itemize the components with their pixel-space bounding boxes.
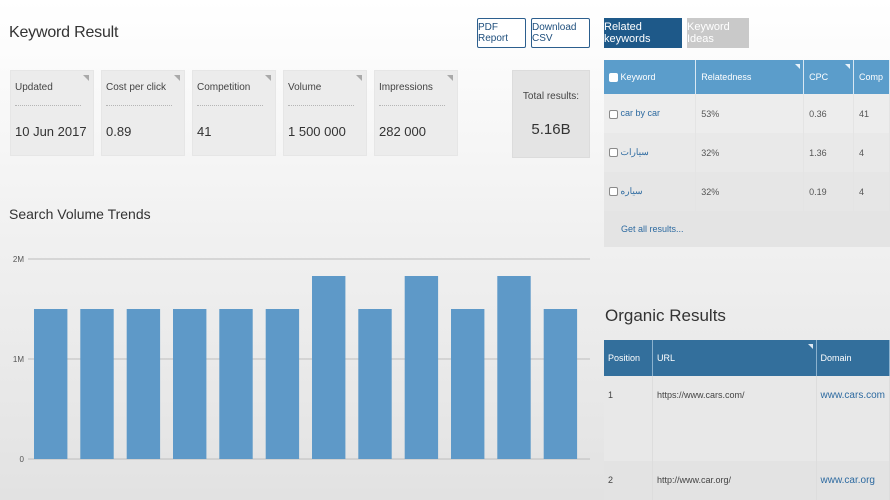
header-label: URL [656, 353, 675, 363]
table-row: سيارات 32% 1.36 4 [604, 133, 890, 172]
metric-value: 10 Jun 2017 [15, 124, 87, 139]
metric-label: Updated [15, 82, 53, 93]
url-cell: http://www.car.org/ [652, 461, 817, 500]
chart-bar[interactable] [219, 309, 253, 459]
comp-cell: 4 [853, 133, 890, 172]
table-row: سياره 32% 0.19 4 [604, 172, 890, 211]
comp-cell: 41 [853, 94, 890, 133]
divider [288, 105, 354, 106]
header-label: CPC [809, 72, 829, 82]
related-keywords-table: Keyword Relatedness CPC Comp car by car … [604, 60, 890, 247]
chart-bar[interactable] [80, 309, 114, 459]
column-header-position[interactable]: Position [604, 340, 653, 376]
cpc-cell: 0.36 [803, 94, 854, 133]
total-results-label: Total results: [522, 91, 580, 102]
header-label: Relatedness [701, 72, 752, 82]
chart-bar[interactable] [265, 309, 300, 459]
chart-title: Search Volume Trends [9, 206, 151, 222]
tab-related-keywords[interactable]: Related keywords [604, 18, 682, 48]
chart-bar[interactable] [358, 309, 392, 459]
chart-bar[interactable] [312, 276, 346, 459]
search-volume-chart: 0 1M 2M [13, 255, 590, 464]
info-corner-icon[interactable] [356, 75, 362, 81]
header-label: Comp [859, 72, 884, 82]
download-csv-button[interactable]: Download CSV [531, 18, 590, 48]
header-label: Domain [820, 353, 852, 363]
row-checkbox[interactable] [609, 148, 618, 158]
info-corner-icon[interactable] [83, 75, 89, 81]
metric-value: 282 000 [379, 124, 426, 139]
column-header-comp[interactable]: Comp [853, 60, 890, 94]
position-cell: 2 [604, 461, 653, 500]
chart-bar[interactable] [543, 309, 578, 459]
divider [379, 105, 445, 106]
cpc-cell: 1.36 [803, 133, 854, 172]
get-all-results-link[interactable]: Get all results... [621, 224, 684, 234]
column-header-keyword[interactable]: Keyword [604, 60, 697, 94]
chart-bar[interactable] [404, 276, 439, 459]
info-corner-icon[interactable] [174, 75, 180, 81]
organic-results-title: Organic Results [605, 306, 726, 325]
metric-label: Competition [197, 82, 251, 93]
info-corner-icon[interactable] [447, 75, 453, 81]
relatedness-cell: 32% [695, 172, 805, 211]
organic-results-table: Position URL Domain 1 https://www.cars.c… [604, 340, 890, 500]
url-cell: https://www.cars.com/ [652, 376, 817, 461]
y-tick-label: 1M [13, 355, 24, 364]
keyword-link[interactable]: سياره [620, 186, 643, 196]
chart-bar[interactable] [173, 309, 207, 459]
sort-icon[interactable] [807, 344, 813, 349]
domain-link[interactable]: www.car.org [820, 475, 875, 486]
sort-icon[interactable] [795, 64, 801, 69]
metric-card-impressions: Impressions 282 000 [374, 70, 458, 156]
relatedness-cell: 32% [695, 133, 805, 172]
column-header-relatedness[interactable]: Relatedness [695, 60, 805, 94]
total-results-card: Total results: 5.16B [512, 70, 590, 158]
chart-bar[interactable] [34, 309, 68, 459]
metric-label: Volume [288, 82, 322, 93]
metric-value: 41 [197, 124, 212, 139]
column-header-domain[interactable]: Domain [816, 340, 890, 376]
comp-cell: 4 [853, 172, 890, 211]
cpc-cell: 0.19 [803, 172, 854, 211]
metric-card-updated: Updated 10 Jun 2017 [10, 70, 94, 156]
select-all-checkbox[interactable] [609, 73, 618, 83]
header-label: Position [608, 353, 641, 363]
relatedness-cell: 53% [695, 94, 805, 133]
chart-bar[interactable] [497, 276, 531, 459]
keyword-link[interactable]: car by car [620, 108, 661, 119]
table-row: Get all results... [604, 211, 890, 247]
position-cell: 1 [604, 376, 653, 461]
page-title: Keyword Result [9, 24, 119, 41]
y-tick-label: 0 [20, 455, 25, 464]
pdf-report-button[interactable]: PDF Report [477, 18, 526, 48]
tab-keyword-ideas[interactable]: Keyword Ideas [687, 18, 749, 48]
table-row: car by car 53% 0.36 41 [604, 94, 890, 133]
metric-value: 1 500 000 [288, 124, 346, 139]
header-label: Keyword [620, 71, 656, 82]
row-checkbox[interactable] [609, 187, 618, 197]
table-row: 1 https://www.cars.com/ www.cars.com [604, 376, 890, 461]
divider [106, 105, 172, 106]
keyword-link[interactable]: سيارات [620, 147, 649, 157]
metric-card-competition: Competition 41 [192, 70, 276, 156]
column-header-cpc[interactable]: CPC [803, 60, 854, 94]
sort-icon[interactable] [845, 64, 850, 69]
total-results-value: 5.16B [531, 121, 571, 138]
metric-card-cost-per-click: Cost per click 0.89 [101, 70, 185, 156]
metric-label: Cost per click [106, 82, 167, 93]
metric-label: Impressions [379, 82, 433, 93]
chart-bar[interactable] [126, 309, 161, 459]
domain-link[interactable]: www.cars.com [820, 390, 885, 401]
info-corner-icon[interactable] [265, 75, 271, 81]
table-row: 2 http://www.car.org/ www.car.org [604, 461, 890, 500]
divider [15, 105, 81, 106]
row-checkbox[interactable] [609, 109, 618, 119]
metric-value: 0.89 [106, 124, 132, 139]
metric-card-volume: Volume 1 500 000 [283, 70, 367, 156]
divider [197, 105, 263, 106]
column-header-url[interactable]: URL [652, 340, 817, 376]
y-tick-label: 2M [13, 255, 24, 264]
chart-bar[interactable] [451, 309, 485, 459]
